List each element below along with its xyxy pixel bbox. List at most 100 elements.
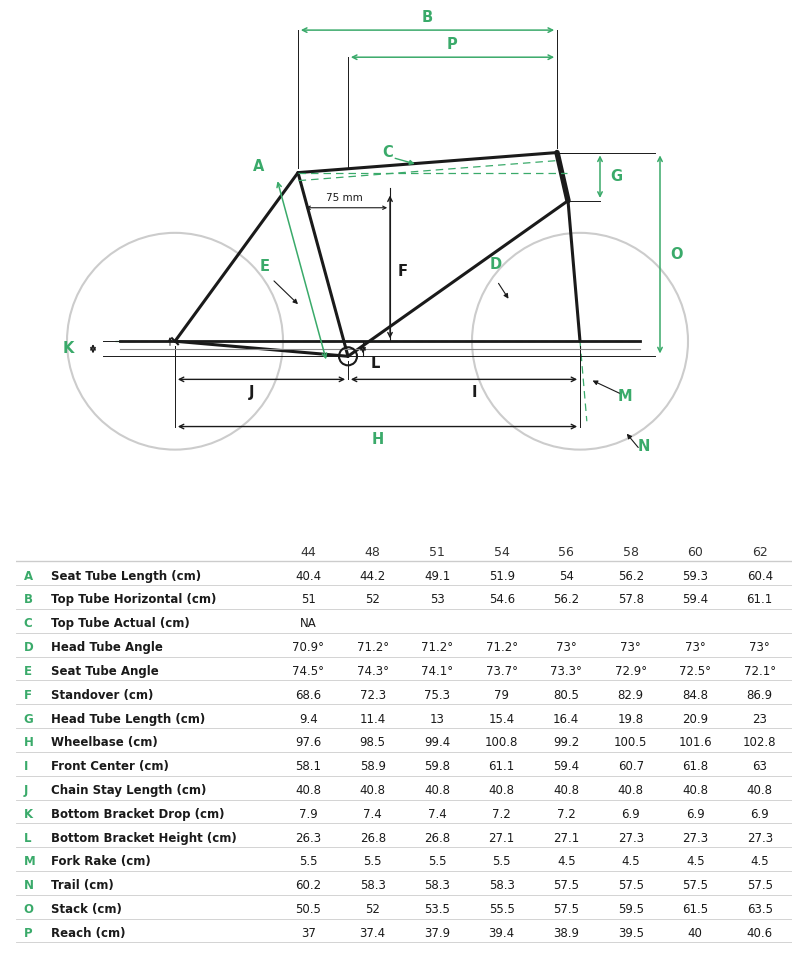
- Text: 53: 53: [430, 593, 445, 606]
- Text: 58: 58: [622, 546, 638, 559]
- Text: 52: 52: [366, 903, 380, 916]
- Text: 61.1: 61.1: [489, 760, 515, 773]
- Text: Standover (cm): Standover (cm): [51, 689, 154, 702]
- Text: 7.4: 7.4: [428, 808, 446, 821]
- Text: 56: 56: [558, 546, 574, 559]
- Text: 4.5: 4.5: [750, 855, 769, 869]
- Text: K: K: [62, 342, 74, 356]
- Text: 40.8: 40.8: [682, 784, 708, 797]
- Text: 61.1: 61.1: [746, 593, 773, 606]
- Text: 40.8: 40.8: [746, 784, 773, 797]
- Text: 5.5: 5.5: [363, 855, 382, 869]
- Text: 40.8: 40.8: [424, 784, 450, 797]
- Text: 39.5: 39.5: [618, 927, 644, 940]
- Text: 73.3°: 73.3°: [550, 665, 582, 678]
- Text: Wheelbase (cm): Wheelbase (cm): [51, 736, 158, 750]
- Text: 72.5°: 72.5°: [679, 665, 711, 678]
- Text: J: J: [249, 385, 254, 400]
- Text: A: A: [253, 159, 265, 174]
- Text: 99.4: 99.4: [424, 736, 450, 750]
- Text: 6.9: 6.9: [622, 808, 640, 821]
- Text: 26.3: 26.3: [295, 832, 322, 844]
- Text: 75.3: 75.3: [424, 689, 450, 702]
- Text: 6.9: 6.9: [750, 808, 769, 821]
- Text: 9.4: 9.4: [299, 712, 318, 725]
- Text: 74.1°: 74.1°: [421, 665, 454, 678]
- Text: I: I: [24, 760, 28, 773]
- Text: 80.5: 80.5: [554, 689, 579, 702]
- Text: 37.9: 37.9: [424, 927, 450, 940]
- Text: 57.5: 57.5: [554, 903, 579, 916]
- Text: 39.4: 39.4: [489, 927, 514, 940]
- Text: B: B: [422, 10, 433, 24]
- Text: 101.6: 101.6: [678, 736, 712, 750]
- Text: Stack (cm): Stack (cm): [51, 903, 122, 916]
- Text: 55.5: 55.5: [489, 903, 514, 916]
- Text: 58.9: 58.9: [360, 760, 386, 773]
- Text: 7.4: 7.4: [363, 808, 382, 821]
- Text: F: F: [398, 264, 408, 279]
- Text: 51.9: 51.9: [489, 570, 514, 583]
- Text: 73°: 73°: [556, 641, 577, 654]
- Text: 37.4: 37.4: [360, 927, 386, 940]
- Text: 54.6: 54.6: [489, 593, 514, 606]
- Text: E: E: [260, 259, 270, 274]
- Text: 4.5: 4.5: [622, 855, 640, 869]
- Text: 73.7°: 73.7°: [486, 665, 518, 678]
- Text: 74.5°: 74.5°: [292, 665, 324, 678]
- Text: 40.8: 40.8: [295, 784, 322, 797]
- Text: 27.3: 27.3: [746, 832, 773, 844]
- Text: 49.1: 49.1: [424, 570, 450, 583]
- Text: 15.4: 15.4: [489, 712, 514, 725]
- Text: 58.3: 58.3: [424, 879, 450, 892]
- Text: G: G: [610, 169, 622, 184]
- Text: Seat Tube Length (cm): Seat Tube Length (cm): [51, 570, 201, 583]
- Text: 57.5: 57.5: [618, 879, 644, 892]
- Text: 71.2°: 71.2°: [357, 641, 389, 654]
- Text: K: K: [24, 808, 33, 821]
- Text: 40.8: 40.8: [360, 784, 386, 797]
- Text: 79: 79: [494, 689, 510, 702]
- Text: 102.8: 102.8: [743, 736, 777, 750]
- Text: 84.8: 84.8: [682, 689, 708, 702]
- Text: 72.1°: 72.1°: [744, 665, 776, 678]
- Text: D: D: [24, 641, 34, 654]
- Text: 60.2: 60.2: [295, 879, 322, 892]
- Text: 44: 44: [300, 546, 316, 559]
- Text: 60.7: 60.7: [618, 760, 644, 773]
- Text: 48: 48: [365, 546, 381, 559]
- Text: 73°: 73°: [685, 641, 706, 654]
- Text: Bottom Bracket Drop (cm): Bottom Bracket Drop (cm): [51, 808, 225, 821]
- Text: 40: 40: [688, 927, 702, 940]
- Text: 70.9°: 70.9°: [292, 641, 324, 654]
- Text: 57.5: 57.5: [746, 879, 773, 892]
- Text: L: L: [24, 832, 31, 844]
- Text: 62: 62: [752, 546, 768, 559]
- Text: 40.6: 40.6: [746, 927, 773, 940]
- Text: Top Tube Actual (cm): Top Tube Actual (cm): [51, 617, 190, 630]
- Text: 99.2: 99.2: [553, 736, 579, 750]
- Text: H: H: [371, 432, 384, 447]
- Text: 5.5: 5.5: [299, 855, 318, 869]
- Text: Fork Rake (cm): Fork Rake (cm): [51, 855, 150, 869]
- Text: 71.2°: 71.2°: [421, 641, 454, 654]
- Text: B: B: [24, 593, 33, 606]
- Text: 54: 54: [494, 546, 510, 559]
- Text: 72.3: 72.3: [360, 689, 386, 702]
- Text: 5.5: 5.5: [428, 855, 446, 869]
- Text: Seat Tube Angle: Seat Tube Angle: [51, 665, 158, 678]
- Text: N: N: [638, 439, 650, 454]
- Text: Front Center (cm): Front Center (cm): [51, 760, 169, 773]
- Text: 72.9°: 72.9°: [614, 665, 647, 678]
- Text: 59.4: 59.4: [553, 760, 579, 773]
- Text: 100.5: 100.5: [614, 736, 647, 750]
- Text: 19.8: 19.8: [618, 712, 644, 725]
- Text: 7.2: 7.2: [492, 808, 511, 821]
- Text: 63.5: 63.5: [746, 903, 773, 916]
- Text: 4.5: 4.5: [557, 855, 575, 869]
- Text: 63: 63: [752, 760, 767, 773]
- Text: 52: 52: [366, 593, 380, 606]
- Text: H: H: [24, 736, 34, 750]
- Text: 74.3°: 74.3°: [357, 665, 389, 678]
- Text: 68.6: 68.6: [295, 689, 322, 702]
